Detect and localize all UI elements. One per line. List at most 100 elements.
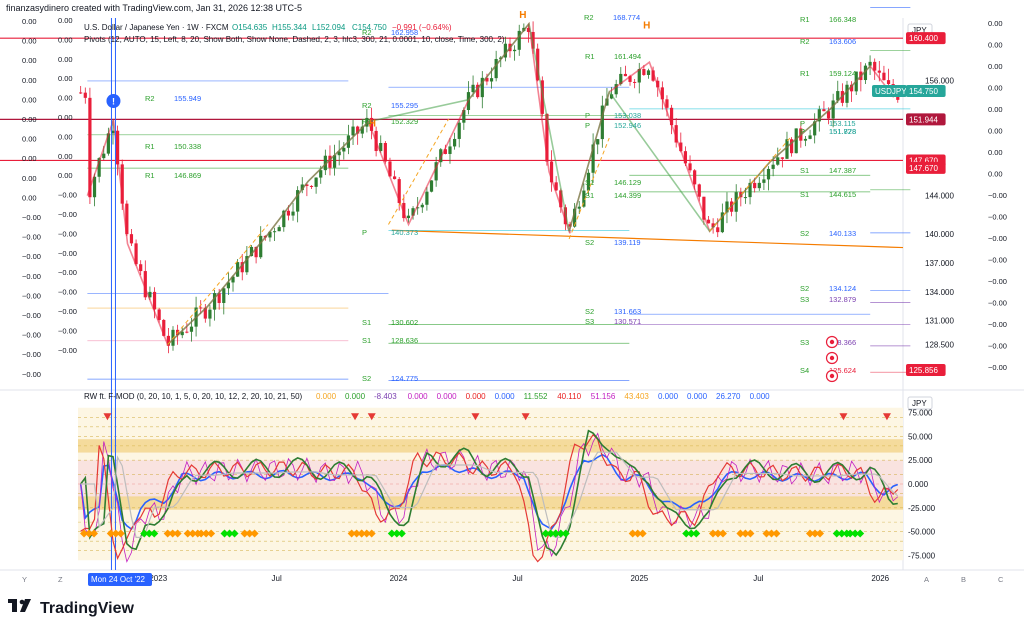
pivot-tag: R1 [362,117,372,126]
pivot-tag: R1 [145,142,155,151]
candle-body [448,146,452,154]
candle-body [559,190,563,208]
pivot-value: 131.663 [614,307,641,316]
candle-body [439,149,443,163]
price-badge-text: 160.400 [909,34,938,43]
candle-body [212,293,217,310]
candle-body [789,139,794,154]
candle-body [753,182,757,189]
candle-body [148,291,152,298]
osc-value: 0.000 [687,392,708,401]
mid-scale-tick: 0.00 [58,94,73,103]
osc-band-upper [78,439,903,453]
candle-body [383,142,387,162]
candle-body [831,100,835,119]
candle-body [300,184,304,191]
osc-signal-diamond [207,529,216,538]
left-scale-tick: 0.00 [22,56,37,65]
candle-body [660,87,664,100]
osc-signal-diamond [682,529,691,538]
osc-signal-triangle [351,413,360,421]
candle-body [868,61,872,66]
osc-signal-diamond [397,529,406,538]
candle-body [416,207,420,209]
candle-body [623,73,628,77]
osc-signal-diamond [687,529,696,538]
candle-body [157,309,161,320]
candle-body [826,111,831,119]
osc-signal-diamond [546,529,555,538]
scale-button: B [961,575,966,584]
osc-signal-diamond [805,529,814,538]
price-axis-tick: 144.000 [925,192,954,201]
osc-signal-diamond [188,529,197,538]
candle-body [614,84,618,95]
scale-button: C [998,575,1004,584]
candle-body [125,203,129,235]
right-scale-tick: −0.00 [988,213,1007,222]
pivot-value: 130.602 [391,318,418,327]
osc-value: -8.403 [374,392,397,401]
candle-body [226,282,231,289]
pivot-tag: S2 [585,238,594,247]
osc-signal-diamond [815,529,824,538]
candle-body [716,227,720,233]
osc-signal-diamond [116,529,125,538]
pivot-value: 168.774 [613,13,640,22]
candle-body [309,185,314,187]
pivot-tag: P [362,228,367,237]
credit-line: finanzasydinero created with TradingView… [6,3,303,13]
candle-body [286,210,291,216]
osc-signal-diamond [347,529,356,538]
candle-body [249,246,254,257]
price-badge-text: 125.856 [909,366,938,375]
candle-body [526,27,531,32]
osc-value: 0.000 [466,392,487,401]
pivot-value: 163.606 [829,37,856,46]
candle-body [513,49,517,52]
candle-body [480,77,484,98]
candle-body [116,130,120,165]
candle-body [332,155,337,168]
info-marker-glyph: ! [112,97,115,107]
candle-body [554,182,558,191]
left-scale-tick: 0.00 [22,95,37,104]
candle-body [725,201,729,213]
pivot-value: 151.828 [829,127,856,136]
mid-scale-tick: 0.00 [58,152,73,161]
pivot-value: 128.636 [391,336,418,345]
osc-signal-diamond [713,529,722,538]
candle-body [540,80,544,114]
osc-signal-diamond [197,529,206,538]
pivot-value: 151.778 [829,127,856,136]
pivot-value: 125.624 [829,366,856,375]
candle-body [143,271,147,298]
right-scale-tick: 0.00 [988,84,1003,93]
candle-body [669,107,674,126]
mid-scale-tick: 0.00 [58,55,73,64]
left-scale-tick: 0.00 [22,135,37,144]
osc-signal-diamond [556,529,565,538]
candle-body [139,264,143,272]
osc-currency-label: JPY [912,399,927,408]
pivot-value: 153.115 [829,119,856,128]
left-scale-tick: 0.00 [22,37,37,46]
ohlc-open: O154.635 [232,23,268,32]
tradingview-logo-icon [8,599,34,618]
candle-body [457,122,461,139]
osc-axis-tick: 25.000 [908,456,933,465]
osc-signal-diamond [183,529,192,538]
candle-body [305,184,309,186]
candle-body [720,212,724,233]
candle-body [600,105,604,140]
osc-signal-diamond [202,529,211,538]
mid-scale-tick: −0.00 [58,307,77,316]
osc-red-line [80,433,899,563]
osc-signal-triangle [471,413,480,421]
osc-signal-diamond [392,529,401,538]
pivot-tag: R2 [800,37,810,46]
candle-body [873,61,877,71]
candle-body [425,191,429,205]
